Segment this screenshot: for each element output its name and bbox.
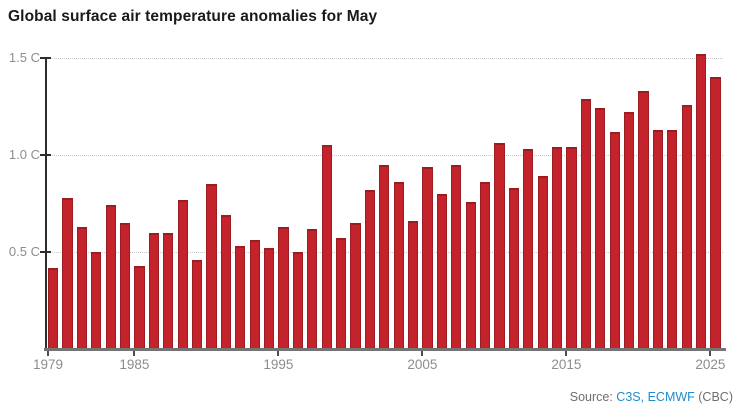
y-axis-label-1: 1.0 C [8,147,40,162]
bar-2020[interactable] [638,90,649,349]
bar-2002[interactable] [379,164,390,349]
bar-1999[interactable] [336,238,347,349]
bar-1985[interactable] [134,265,145,349]
bar-2008[interactable] [465,201,476,349]
bar-2005[interactable] [422,166,433,349]
bar-2003[interactable] [393,182,404,349]
gridline-1.5 [46,58,723,59]
bar-1990[interactable] [206,184,217,349]
bar-2000[interactable] [350,222,361,349]
gridline-1 [46,155,723,156]
bar-2023[interactable] [681,104,692,349]
bar-2011[interactable] [508,187,520,349]
y-axis-label-0.5: 0.5 C [8,244,40,259]
x-tick-2025 [709,350,712,356]
bar-1981[interactable] [76,226,88,349]
x-axis-label-2015: 2015 [551,357,582,372]
bar-1993[interactable] [249,240,260,349]
x-axis-label-2025: 2025 [695,357,726,372]
bar-2016[interactable] [580,98,592,349]
bar-1983[interactable] [105,205,116,349]
bar-2017[interactable] [595,108,606,349]
bar-2025[interactable] [710,77,721,349]
y-axis-label-1.5: 1.5 C [8,50,40,65]
bar-2021[interactable] [652,129,664,349]
bar-2010[interactable] [494,143,505,349]
chart-title: Global surface air temperature anomalies… [8,8,378,25]
bar-2009[interactable] [480,182,491,349]
bar-2014[interactable] [552,147,563,349]
bar-2019[interactable] [624,112,635,349]
source-link-c3s[interactable]: C3S, [616,390,645,404]
x-tick-1985 [133,350,136,356]
x-axis-line [44,348,726,351]
bar-2001[interactable] [364,189,376,349]
source-prefix: Source: [569,390,617,404]
bar-1987[interactable] [163,232,174,349]
x-axis-label-1995: 1995 [263,357,294,372]
bar-2013[interactable] [537,176,548,349]
bar-1980[interactable] [62,197,73,349]
x-axis-label-2005: 2005 [407,357,438,372]
y-tick-1 [40,154,51,156]
source-suffix: (CBC) [694,390,733,404]
bar-1982[interactable] [91,252,102,349]
bar-1991[interactable] [220,215,232,349]
bar-2024[interactable] [696,54,707,349]
bar-1996[interactable] [292,252,304,349]
bar-2018[interactable] [609,131,620,349]
x-tick-1995 [277,350,280,356]
x-tick-2005 [421,350,424,356]
bar-1995[interactable] [278,226,289,349]
x-axis-label-1979: 1979 [32,357,64,372]
y-tick-0.5 [40,251,51,253]
bar-1992[interactable] [235,246,246,349]
bar-2004[interactable] [408,220,419,349]
bar-2015[interactable] [566,147,577,349]
bar-1986[interactable] [148,232,160,349]
plot-area [40,54,724,350]
bar-2012[interactable] [523,149,534,349]
source-line: Source: C3S, ECMWF (CBC) [570,390,733,404]
bar-1998[interactable] [321,145,332,349]
bar-2006[interactable] [436,193,448,349]
bar-1984[interactable] [120,222,131,349]
bar-1994[interactable] [264,248,275,349]
bar-2022[interactable] [667,129,678,349]
bar-1997[interactable] [307,228,318,349]
bar-2007[interactable] [451,164,462,349]
bar-1979[interactable] [48,267,59,349]
y-tick-1.5 [40,57,51,59]
x-axis-label-1985: 1985 [119,357,150,372]
bar-1989[interactable] [192,259,203,349]
source-link-ecmwf[interactable]: ECMWF [647,390,695,404]
x-tick-1979 [47,350,49,356]
bar-1988[interactable] [177,199,188,349]
y-axis-line [45,58,47,350]
x-tick-2015 [565,350,568,356]
